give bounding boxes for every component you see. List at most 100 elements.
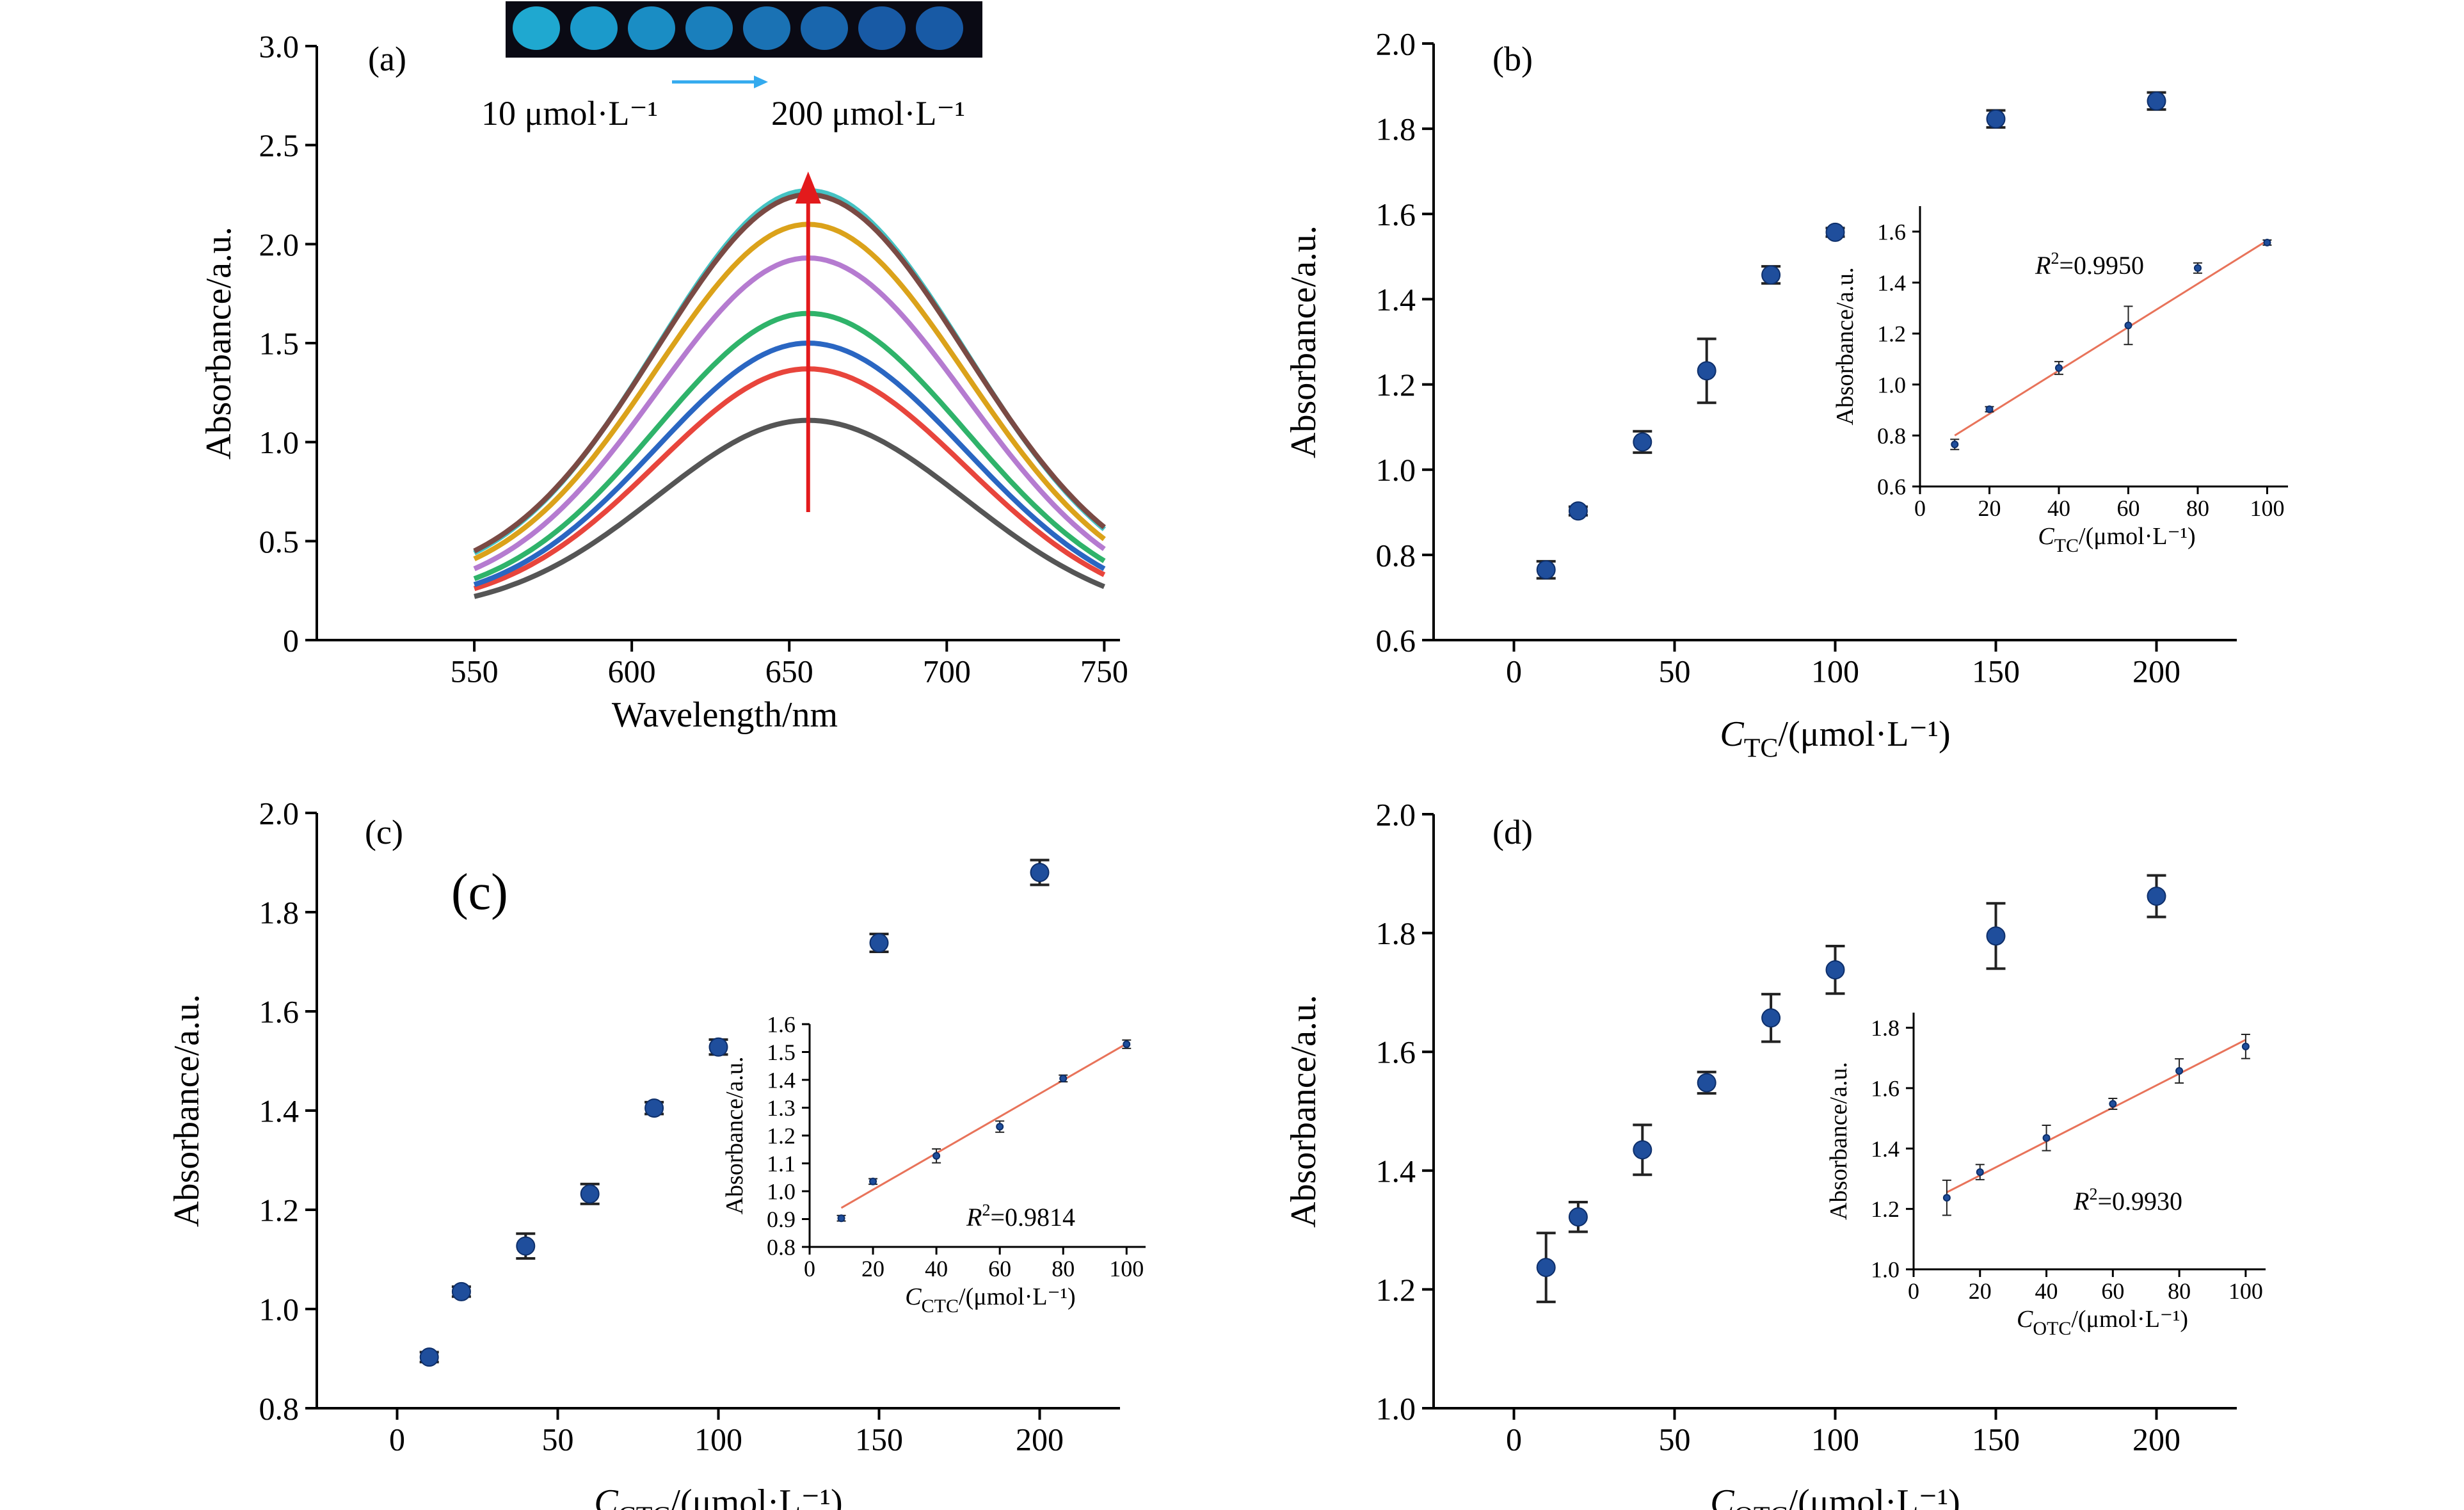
panel-label: (b) [1492, 40, 1533, 78]
data-point [2263, 238, 2271, 246]
inset-chart: 0 20 40 60 80 100 0.6 0.8 1.0 1.2 1.4 1.6 CTC/(μmol·… [1832, 206, 2288, 556]
data-point [1985, 405, 1994, 414]
x-tick-label: 60 [988, 1256, 1011, 1281]
x-tick-label: 700 [923, 654, 971, 689]
x-axis-label: CCTC/(μmol·L⁻¹) [905, 1283, 1075, 1317]
y-tick-label: 1.2 [259, 1193, 300, 1228]
fit-line [840, 1043, 1128, 1209]
y-tick-label: 1.5 [767, 1040, 796, 1065]
annotation-low: 10 μmol·L⁻¹ [481, 94, 658, 133]
x-axis-label: COTC/(μmol·L⁻¹) [2017, 1306, 2188, 1339]
x-tick-label: 100 [1811, 1422, 1859, 1458]
data-point [451, 1281, 471, 1301]
y-axis-label: Absorbance/a.u. [1832, 268, 1859, 426]
x-tick-label: 0 [804, 1256, 815, 1281]
data-point [1976, 1168, 1984, 1177]
x-tick-label: 0 [1914, 495, 1926, 521]
y-tick-label: 1.4 [259, 1093, 300, 1129]
data-point [1825, 222, 1845, 242]
x-tick-label: 100 [2250, 495, 2284, 521]
x-axis-label: CCTC/(μmol·L⁻¹) [594, 1482, 842, 1510]
y-tick-label: 0 [283, 623, 299, 659]
y-tick-label: 1.0 [1376, 1391, 1416, 1427]
panel-d: 0501001502001.01.21.41.61.82.0(d)COTC/(μ… [1284, 797, 2266, 1510]
data-point [1633, 1140, 1652, 1160]
data-point [869, 1177, 877, 1185]
data-point [2193, 264, 2202, 272]
data-point [1761, 265, 1781, 285]
x-tick-label: 80 [2168, 1278, 2191, 1304]
data-point [1059, 1074, 1068, 1082]
y-tick-label: 1.2 [1871, 1196, 1900, 1222]
y-tick-label: 1.1 [767, 1151, 796, 1177]
y-tick-label: 2.0 [1376, 797, 1416, 833]
x-tick-label: 50 [542, 1422, 574, 1458]
spectrum-curve [473, 192, 1106, 554]
inset-chart: 0 20 40 60 80 100 1.0 1.2 1.4 1.6 1.8 COTC/(μmol·L⁻… [1825, 1013, 2266, 1339]
y-axis-label: Absorbance/a.u. [199, 227, 239, 460]
data-point [2147, 91, 2166, 111]
y-tick-label: 1.8 [259, 895, 300, 931]
y-tick-label: 1.8 [1376, 915, 1416, 951]
y-tick-label: 1.0 [1871, 1257, 1900, 1283]
data-point [708, 1037, 728, 1057]
y-axis-label: Absorbance/a.u. [1825, 1062, 1852, 1220]
y-tick-label: 1.0 [1376, 452, 1416, 488]
x-tick-label: 0 [389, 1422, 405, 1458]
r-squared-label: R2=0.9814 [966, 1201, 1075, 1232]
data-point [2042, 1134, 2051, 1142]
spectrum-curve [473, 221, 1106, 561]
y-tick-label: 1.0 [767, 1179, 796, 1205]
data-point [1986, 109, 2006, 129]
spectrum-curve [473, 366, 1106, 591]
y-tick-label: 1.0 [259, 1292, 300, 1328]
data-point [1633, 432, 1652, 452]
y-axis-label: Absorbance/a.u. [721, 1057, 748, 1215]
well [685, 6, 733, 50]
well [916, 6, 963, 50]
y-tick-label: 0.9 [767, 1207, 796, 1232]
y-axis-label: Absorbance/a.u. [1284, 995, 1324, 1228]
y-tick-label: 1.4 [1871, 1136, 1900, 1162]
y-tick-label: 1.0 [1877, 372, 1906, 398]
data-point [1697, 1073, 1716, 1093]
panel-label: (a) [368, 40, 406, 78]
x-tick-label: 200 [2132, 654, 2180, 689]
y-tick-label: 1.8 [1376, 111, 1416, 147]
fit-line [1946, 1039, 2246, 1194]
data-point [1123, 1040, 1131, 1048]
y-tick-label: 1.2 [1376, 1272, 1416, 1308]
x-tick-label: 80 [2186, 495, 2209, 521]
x-axis-label: Wavelength/nm [612, 695, 838, 735]
x-tick-label: 100 [2228, 1278, 2263, 1304]
panel-c: 0501001502000.81.01.21.41.61.82.0(c)CCTC… [167, 796, 1146, 1510]
x-tick-label: 150 [855, 1422, 903, 1458]
y-tick-label: 1.2 [767, 1123, 796, 1149]
y-tick-label: 1.8 [1871, 1015, 1900, 1041]
annotation-high: 200 μmol·L⁻¹ [771, 94, 965, 133]
spectrum-curve [473, 255, 1106, 572]
x-tick-label: 750 [1080, 654, 1128, 689]
data-point [516, 1236, 536, 1256]
y-tick-label: 0.8 [1376, 537, 1416, 573]
x-tick-label: 20 [1978, 495, 2001, 521]
panel-a: 550 600 650 700 750 0 0.5 1.0 1.5 2.0 2.5 3.0 (a) Wav… [199, 1, 1128, 735]
x-tick-label: 150 [1972, 654, 2020, 689]
x-tick-label: 0 [1908, 1278, 1919, 1304]
y-tick-label: 0.8 [767, 1235, 796, 1260]
r-squared-label: R2=0.9950 [2035, 249, 2144, 280]
data-point [1942, 1194, 1951, 1202]
data-point [1536, 560, 1556, 580]
x-tick-label: 550 [451, 654, 499, 689]
y-tick-label: 1.4 [767, 1068, 796, 1093]
x-tick-label: 40 [925, 1256, 948, 1281]
well [628, 6, 675, 50]
panel-sublabel: (c) [451, 864, 508, 920]
well [743, 6, 790, 50]
y-tick-label: 1.6 [1871, 1076, 1900, 1102]
x-axis-label: CTC/(μmol·L⁻¹) [2038, 523, 2195, 556]
y-tick-label: 1.4 [1376, 282, 1416, 317]
data-point [1761, 1008, 1781, 1028]
